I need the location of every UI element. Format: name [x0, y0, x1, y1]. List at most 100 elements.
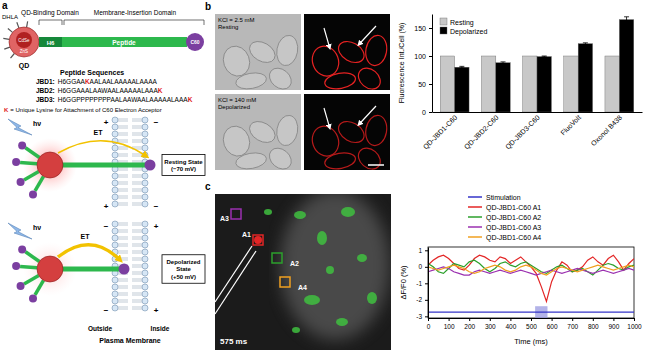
legend-label: Stimulation: [486, 194, 521, 201]
tick: 100: [444, 318, 455, 330]
lipid-head: [112, 242, 118, 248]
lipid-tail: [132, 267, 142, 268]
peptide: [35, 176, 44, 191]
error-bar: [501, 62, 506, 64]
panel-letter: b: [205, 1, 211, 12]
tick-label: -3: [416, 313, 422, 320]
lipid-head: [142, 242, 148, 248]
domain-bracket: [64, 20, 204, 25]
lipid-tail: [132, 281, 142, 282]
axis-line: [432, 15, 433, 113]
calcium-image: [215, 194, 391, 350]
y-axis: -3-2-101: [416, 247, 428, 320]
tick-mark: [613, 318, 614, 321]
qd: [37, 256, 63, 282]
sequence-name: JBD1:: [36, 78, 55, 85]
bar: [578, 44, 592, 112]
tick: 100: [414, 53, 432, 60]
note-text: = Unique Lysine for Attachment of C60 El…: [10, 107, 161, 113]
lipid-tail: [118, 175, 128, 176]
bar: [440, 56, 454, 112]
tick: FluoVolt: [559, 112, 582, 137]
ligand: [8, 29, 13, 33]
tick-label: 1000: [627, 323, 642, 330]
legend-label: QD-JBD1-C60 A4: [486, 234, 541, 242]
charge: −: [104, 222, 109, 231]
legend-label: QD-JBD1-C60 A2: [486, 214, 541, 222]
lipid-tail: [132, 128, 142, 129]
inserted-peptide: [62, 267, 124, 272]
tick-label: 400: [505, 323, 516, 330]
lipid-tail: [132, 140, 142, 141]
ligand: [3, 38, 9, 39]
tick-mark: [429, 56, 432, 57]
tick-label: 900: [608, 323, 619, 330]
note-key: K: [4, 107, 9, 113]
tick-mark: [425, 283, 428, 284]
tick: 800: [588, 318, 599, 330]
lipid-head: [142, 256, 148, 262]
axis-title: Time (ms): [514, 337, 548, 346]
tick-label: 0: [418, 263, 422, 270]
line-chart: 01002003004005006007008009001000-3-2-101…: [399, 194, 642, 347]
tick-label: 100: [414, 53, 426, 60]
electrode: [215, 246, 252, 302]
acceptor-label: C60: [190, 39, 199, 45]
lipid-head: [142, 201, 148, 207]
cell: [265, 64, 295, 90]
state-label: Resting: [218, 24, 238, 30]
lipid-tail: [118, 246, 128, 247]
cell: [363, 114, 389, 148]
tick-mark: [425, 300, 428, 301]
legend-label: QD-JBD1-C60 A1: [486, 204, 541, 212]
lipid-tail: [118, 225, 128, 226]
ligand: [4, 47, 10, 49]
membrane-side: Inside: [151, 325, 170, 332]
state-potential: (+50 mV): [171, 274, 196, 280]
lipid-tail: [132, 154, 142, 155]
peptide-bar: [62, 37, 187, 47]
lipid-tail: [118, 251, 128, 252]
lipid-tail: [132, 239, 142, 240]
lipid-tail: [132, 230, 142, 231]
lipid-tail: [118, 244, 128, 245]
lipid-tail: [132, 133, 142, 134]
cell-signal: [294, 211, 306, 219]
cell-signal: [317, 231, 327, 245]
lipid-tail: [118, 239, 128, 240]
lipid-head: [142, 284, 148, 290]
state-label: Resting State: [164, 159, 203, 165]
sequence-residues: H6GGAA: [58, 78, 86, 85]
lipid-tail: [118, 203, 128, 204]
state-label-line: Resting State: [164, 159, 203, 165]
tick: -1: [416, 280, 428, 287]
cell: [265, 144, 295, 170]
axis-line: [433, 112, 643, 113]
state-box: [162, 155, 205, 176]
lipid-tail: [132, 288, 142, 289]
lipid-tail: [118, 121, 128, 122]
lipid-tail: [118, 184, 128, 185]
lipid-tail: [132, 258, 142, 259]
lipid-head: [142, 249, 148, 255]
lipid-head: [112, 277, 118, 283]
axis-title: ΔF/F0 (%): [399, 265, 408, 300]
tick-label: 100: [444, 323, 455, 330]
cell-signal: [357, 254, 367, 262]
legend-swatch: [468, 236, 482, 238]
state-label: Depolarized: [218, 104, 250, 110]
lipid-tail: [132, 265, 142, 266]
tick: -2: [416, 296, 428, 303]
lipid-head: [142, 263, 148, 269]
tick: 1000: [627, 318, 642, 330]
lipid-tail: [132, 251, 142, 252]
domain-label: QD-Binding Domain: [21, 9, 79, 17]
his-tag-label: H6: [47, 40, 55, 46]
light-bolt: [8, 223, 32, 239]
cell: [335, 117, 368, 147]
legend-swatch: [468, 196, 482, 198]
tick-label: QD-JBD3-C60: [504, 114, 542, 152]
domain-bracket: [39, 20, 62, 25]
cell: [246, 117, 279, 147]
cell: [363, 34, 389, 68]
